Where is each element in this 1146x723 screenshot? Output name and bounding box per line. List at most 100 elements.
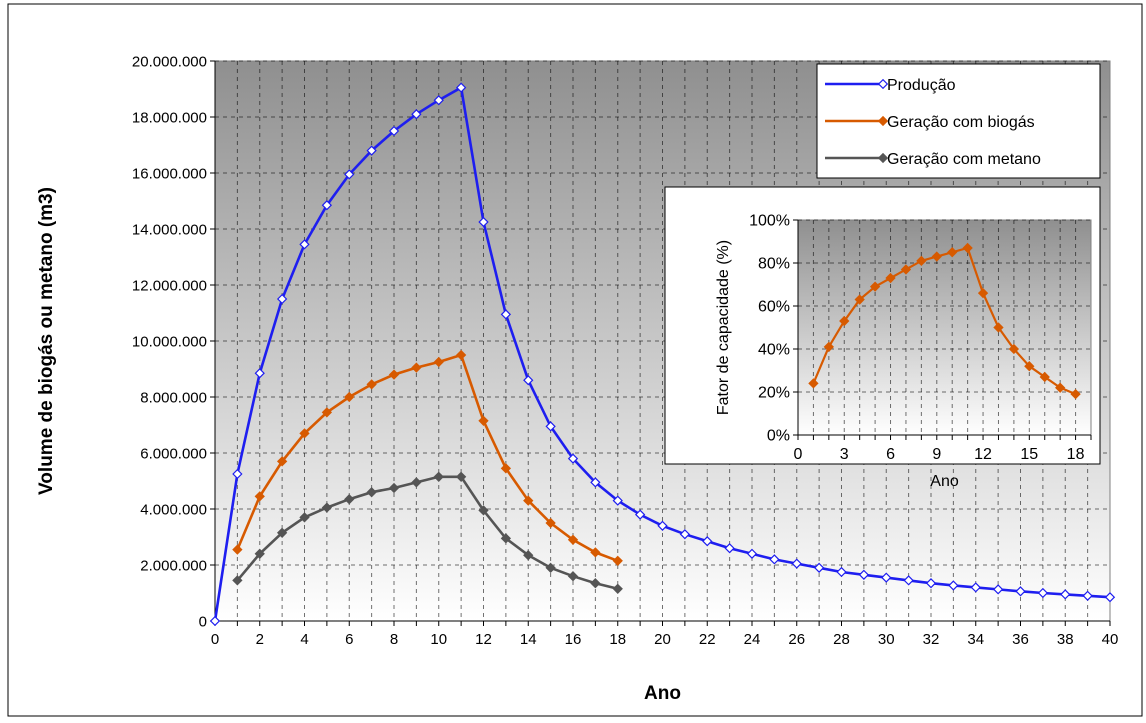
data-point — [977, 287, 989, 299]
data-point — [254, 548, 265, 559]
x-tick-label: 32 — [923, 631, 940, 648]
data-point — [1024, 361, 1035, 372]
x-tick-label: 0 — [211, 631, 219, 648]
x-tick-label: 36 — [1012, 631, 1029, 648]
data-point — [948, 580, 959, 591]
data-point — [858, 569, 870, 580]
data-point — [657, 520, 668, 531]
data-point — [900, 264, 912, 275]
x-tick-label: 14 — [520, 631, 537, 648]
data-point — [232, 575, 243, 586]
data-point — [836, 566, 847, 578]
data-point — [254, 491, 265, 502]
data-point — [232, 544, 243, 555]
data-point — [344, 169, 355, 180]
data-point — [299, 512, 310, 523]
x-tick-label: 24 — [744, 631, 761, 648]
data-point — [567, 534, 579, 545]
data-point — [276, 456, 288, 467]
data-point — [478, 415, 489, 426]
data-point — [590, 578, 601, 589]
x-tick-label: 6 — [886, 446, 895, 463]
data-point — [1055, 382, 1066, 393]
x-tick-label: 2 — [256, 631, 264, 648]
data-point — [545, 517, 556, 529]
data-point — [903, 575, 914, 586]
data-point — [500, 533, 512, 544]
x-tick-label: 34 — [967, 631, 984, 648]
y-tick-label: 4.000.000 — [140, 501, 207, 518]
legend-swatch-marker — [877, 115, 889, 127]
plot-area — [797, 219, 1092, 436]
data-point — [344, 391, 355, 403]
data-point — [1037, 587, 1049, 599]
data-point — [970, 582, 981, 593]
data-point — [1015, 586, 1026, 597]
data-point — [366, 145, 377, 156]
x-tick-label: 0 — [794, 446, 803, 463]
data-point — [854, 294, 865, 305]
data-point — [523, 550, 534, 561]
data-point — [702, 536, 713, 547]
y-tick-label: 100% — [749, 213, 790, 230]
data-point — [1060, 589, 1071, 600]
data-point — [388, 482, 400, 494]
data-point — [411, 362, 422, 373]
data-point — [366, 487, 377, 498]
y-tick-label: 60% — [758, 299, 790, 316]
data-point — [411, 109, 422, 120]
data-point — [612, 555, 623, 566]
y-tick-label: 16.000.000 — [132, 165, 207, 182]
data-point — [366, 379, 377, 390]
data-point — [433, 471, 444, 482]
data-point — [823, 341, 834, 352]
x-tick-label: 15 — [1020, 446, 1038, 463]
x-tick-label: 8 — [390, 631, 398, 648]
x-tick-label: 22 — [699, 631, 716, 648]
data-point — [545, 562, 556, 573]
data-point — [567, 453, 579, 464]
data-point — [931, 251, 942, 262]
data-point — [500, 463, 512, 474]
legend-swatch-marker — [877, 152, 889, 164]
y-tick-label: 8.000.000 — [140, 389, 207, 406]
legend-label: Geração com metano — [887, 151, 1041, 168]
data-point — [881, 572, 892, 583]
data-point — [433, 356, 444, 368]
y-tick-label: 12.000.000 — [132, 277, 207, 294]
legend-label: Produção — [887, 77, 956, 94]
y-tick-label: 6.000.000 — [140, 445, 207, 462]
y-tick-label: 80% — [758, 256, 790, 273]
data-point — [545, 421, 556, 432]
data-point — [962, 242, 973, 254]
data-point — [321, 502, 333, 513]
x-tick-label: 18 — [609, 631, 626, 648]
data-point — [455, 471, 467, 482]
x-tick-label: 20 — [654, 631, 671, 648]
data-point — [839, 315, 850, 327]
y-tick-label: 0% — [767, 428, 790, 445]
x-axis-title: Ano — [930, 473, 959, 490]
y-tick-label: 2.000.000 — [140, 557, 207, 574]
data-point — [299, 428, 310, 439]
data-point — [209, 615, 221, 627]
data-point — [679, 529, 691, 540]
data-point — [769, 554, 780, 565]
data-point — [299, 239, 310, 250]
data-point — [523, 375, 534, 386]
x-tick-label: 30 — [878, 631, 895, 648]
data-point — [813, 562, 825, 573]
x-tick-label: 12 — [974, 446, 992, 463]
data-point — [590, 477, 601, 488]
data-point — [612, 495, 623, 506]
data-point — [612, 583, 623, 594]
data-point — [276, 527, 288, 538]
legend-label: Geração com biogás — [887, 114, 1035, 131]
y-tick-label: 10.000.000 — [132, 333, 207, 350]
data-point — [478, 505, 489, 516]
data-point — [947, 247, 958, 258]
data-point — [232, 468, 243, 480]
data-point — [500, 309, 512, 320]
